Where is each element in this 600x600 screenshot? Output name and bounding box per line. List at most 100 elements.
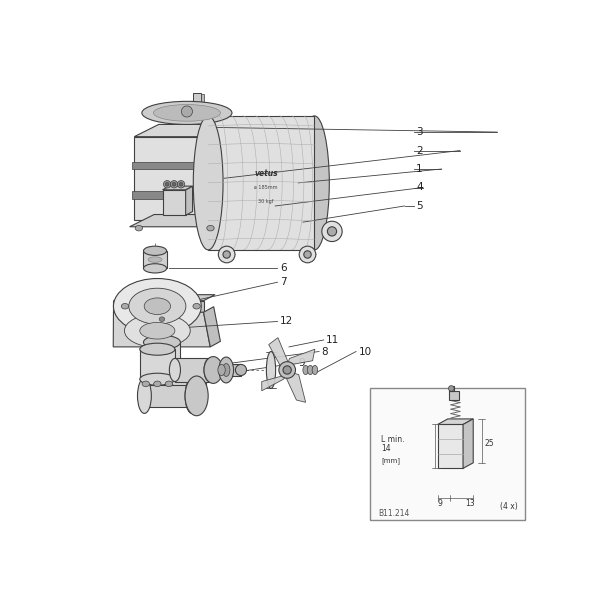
Ellipse shape xyxy=(185,379,199,413)
Text: B11.214: B11.214 xyxy=(378,509,410,518)
Ellipse shape xyxy=(322,221,342,242)
Text: 10: 10 xyxy=(358,347,371,356)
Ellipse shape xyxy=(283,366,292,374)
Ellipse shape xyxy=(235,364,247,376)
Ellipse shape xyxy=(218,364,225,376)
Ellipse shape xyxy=(145,304,152,309)
Ellipse shape xyxy=(140,343,175,355)
Polygon shape xyxy=(208,116,314,250)
Text: 9: 9 xyxy=(437,499,442,508)
Ellipse shape xyxy=(204,358,215,382)
Ellipse shape xyxy=(304,251,311,258)
Text: 6: 6 xyxy=(280,263,286,274)
Polygon shape xyxy=(175,358,209,382)
Text: [mm]: [mm] xyxy=(382,457,400,464)
Text: 25: 25 xyxy=(485,439,494,448)
Ellipse shape xyxy=(299,246,316,263)
Ellipse shape xyxy=(143,246,167,256)
Ellipse shape xyxy=(143,361,181,374)
Bar xyxy=(449,391,459,400)
Ellipse shape xyxy=(204,356,223,383)
Text: 11: 11 xyxy=(326,335,339,345)
Polygon shape xyxy=(217,165,253,169)
Ellipse shape xyxy=(172,182,176,186)
Text: 2: 2 xyxy=(416,146,422,155)
Text: 9: 9 xyxy=(298,358,305,368)
Ellipse shape xyxy=(159,317,165,322)
Ellipse shape xyxy=(121,304,129,309)
Polygon shape xyxy=(217,169,245,211)
Ellipse shape xyxy=(178,181,185,188)
Polygon shape xyxy=(283,370,305,403)
Ellipse shape xyxy=(179,182,183,186)
Text: 1: 1 xyxy=(416,164,422,174)
Polygon shape xyxy=(463,419,473,469)
Ellipse shape xyxy=(181,106,193,117)
Ellipse shape xyxy=(140,322,175,339)
Ellipse shape xyxy=(223,251,230,258)
Polygon shape xyxy=(287,349,315,365)
Ellipse shape xyxy=(140,373,175,385)
Bar xyxy=(449,386,454,391)
Bar xyxy=(221,197,241,204)
Ellipse shape xyxy=(279,362,295,379)
Polygon shape xyxy=(143,251,167,268)
Polygon shape xyxy=(140,349,175,379)
Ellipse shape xyxy=(142,381,149,386)
Ellipse shape xyxy=(207,226,214,231)
Ellipse shape xyxy=(148,257,162,262)
Ellipse shape xyxy=(163,181,171,188)
Bar xyxy=(202,94,204,104)
Polygon shape xyxy=(437,419,473,424)
Ellipse shape xyxy=(266,352,275,388)
Ellipse shape xyxy=(185,376,208,416)
Ellipse shape xyxy=(312,365,317,374)
Text: 14: 14 xyxy=(382,444,391,453)
Ellipse shape xyxy=(299,116,329,250)
Bar xyxy=(221,184,241,191)
Ellipse shape xyxy=(169,358,181,382)
Ellipse shape xyxy=(135,226,143,231)
Polygon shape xyxy=(113,301,203,312)
Text: 5: 5 xyxy=(416,201,422,211)
Ellipse shape xyxy=(193,304,200,309)
Text: (4 x): (4 x) xyxy=(500,502,518,511)
Ellipse shape xyxy=(142,101,232,124)
Polygon shape xyxy=(245,165,253,211)
Polygon shape xyxy=(215,179,239,199)
Ellipse shape xyxy=(129,288,186,324)
Ellipse shape xyxy=(449,386,454,391)
Polygon shape xyxy=(269,338,289,370)
Bar xyxy=(221,175,241,182)
Ellipse shape xyxy=(303,365,308,374)
Ellipse shape xyxy=(154,104,220,121)
Text: 12: 12 xyxy=(280,316,293,326)
Text: 4: 4 xyxy=(416,182,422,193)
Bar xyxy=(132,162,217,169)
Polygon shape xyxy=(134,124,239,137)
Polygon shape xyxy=(113,312,210,347)
Polygon shape xyxy=(215,124,239,220)
Ellipse shape xyxy=(308,365,313,374)
Polygon shape xyxy=(163,190,185,215)
Polygon shape xyxy=(143,342,181,368)
Ellipse shape xyxy=(166,182,169,186)
Text: ⌀ 185mm: ⌀ 185mm xyxy=(254,185,278,190)
Ellipse shape xyxy=(113,278,201,334)
Text: vetus: vetus xyxy=(254,169,278,178)
Polygon shape xyxy=(185,186,193,215)
Ellipse shape xyxy=(137,379,151,413)
Polygon shape xyxy=(145,385,192,407)
Polygon shape xyxy=(143,372,206,404)
Ellipse shape xyxy=(223,364,230,376)
Text: L min.: L min. xyxy=(382,435,405,444)
Text: 30 kgf: 30 kgf xyxy=(258,199,274,204)
Ellipse shape xyxy=(172,304,179,309)
Bar xyxy=(370,388,524,520)
Text: 3: 3 xyxy=(416,127,422,137)
Polygon shape xyxy=(262,374,287,391)
Ellipse shape xyxy=(218,246,235,263)
Polygon shape xyxy=(218,364,241,376)
Polygon shape xyxy=(134,137,215,220)
Ellipse shape xyxy=(193,116,223,250)
